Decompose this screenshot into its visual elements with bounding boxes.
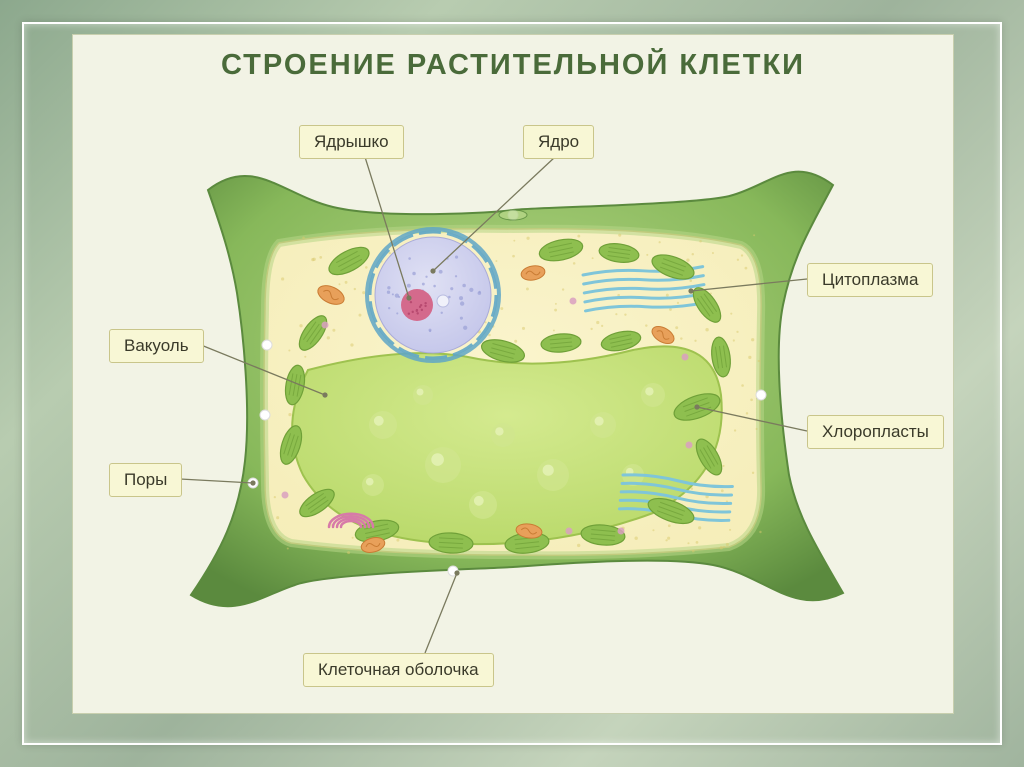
label-chloroplasts: Хлоропласты — [807, 415, 944, 449]
label-vacuole: Вакуоль — [109, 329, 204, 363]
diagram-title: СТРОЕНИЕ РАСТИТЕЛЬНОЙ КЛЕТКИ — [73, 49, 953, 82]
diagram-panel: СТРОЕНИЕ РАСТИТЕЛЬНОЙ КЛЕТКИ Ядрышко Ядро… — [72, 34, 954, 714]
slide-frame: СТРОЕНИЕ РАСТИТЕЛЬНОЙ КЛЕТКИ Ядрышко Ядро… — [0, 0, 1024, 767]
cell-svg — [73, 95, 953, 713]
cell-diagram: Ядрышко Ядро Цитоплазма Хлоропласты Вакуоль П… — [73, 95, 953, 713]
label-cell_wall: Клеточная оболочка — [303, 653, 494, 687]
label-cytoplasm: Цитоплазма — [807, 263, 933, 297]
label-nucleus: Ядро — [523, 125, 594, 159]
label-pores: Поры — [109, 463, 182, 497]
label-nucleolus: Ядрышко — [299, 125, 404, 159]
